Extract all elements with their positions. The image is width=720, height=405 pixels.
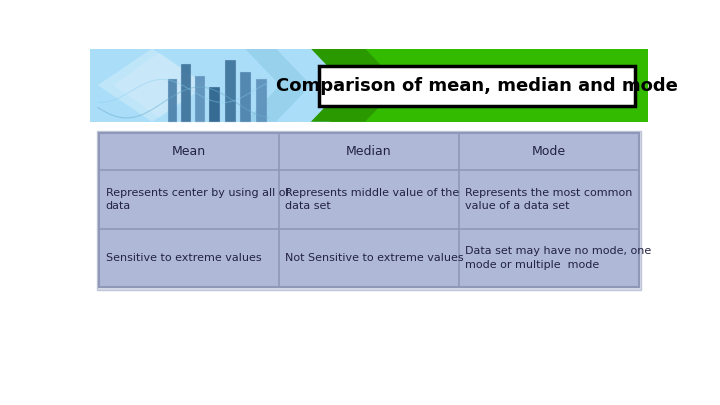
Bar [90, 49, 648, 122]
Polygon shape [245, 49, 330, 122]
Bar [319, 66, 635, 106]
Bar [90, 49, 330, 122]
Bar [225, 60, 235, 122]
Polygon shape [276, 49, 365, 122]
Text: Not Sensitive to extreme values: Not Sensitive to extreme values [285, 253, 464, 263]
Bar [97, 131, 641, 290]
Text: Mode: Mode [532, 145, 566, 158]
Bar [210, 87, 220, 122]
Text: Represents middle value of the
data set: Represents middle value of the data set [285, 188, 459, 211]
Polygon shape [311, 49, 400, 122]
Text: Represents center by using all of
data: Represents center by using all of data [106, 188, 289, 211]
Bar [195, 76, 204, 122]
Text: Sensitive to extreme values: Sensitive to extreme values [106, 253, 261, 263]
Bar [181, 64, 191, 122]
Text: Mean: Mean [172, 145, 206, 158]
Bar [240, 72, 251, 122]
Bar [168, 79, 177, 122]
Bar [99, 133, 639, 287]
Text: Comparison of mean, median and mode: Comparison of mean, median and mode [276, 77, 678, 94]
Text: Data set may have no mode, one
mode or multiple  mode: Data set may have no mode, one mode or m… [465, 246, 652, 270]
Polygon shape [98, 49, 206, 122]
Polygon shape [113, 53, 206, 118]
Text: Median: Median [346, 145, 392, 158]
Text: Represents the most common
value of a data set: Represents the most common value of a da… [465, 188, 632, 211]
Bar [256, 79, 266, 122]
